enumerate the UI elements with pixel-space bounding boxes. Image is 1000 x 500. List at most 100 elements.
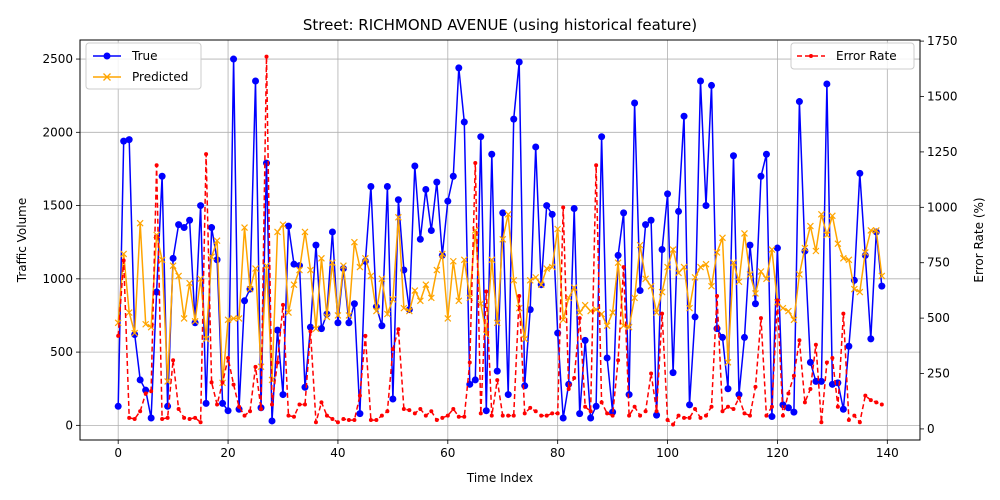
error-rate-point (704, 413, 709, 418)
predicted-point (460, 256, 468, 264)
true-point (208, 224, 216, 232)
true-point (449, 172, 457, 180)
legend-left: True Predicted (85, 42, 202, 90)
predicted-point (817, 210, 825, 218)
left-y-tick-label: 500 (50, 345, 73, 359)
predicted-point (757, 268, 765, 275)
x-axis-ticks: 0 20 40 60 80 100 120 140 (114, 440, 899, 460)
true-point (136, 376, 144, 384)
predicted-point (444, 314, 452, 322)
predicted-point (449, 257, 457, 265)
predicted-point (378, 275, 386, 283)
predicted-point (559, 316, 567, 324)
error-rate-point (154, 163, 159, 168)
error-rate-point (401, 406, 406, 411)
predicted-point (433, 266, 441, 274)
legend-predicted-label: Predicted (132, 70, 188, 84)
predicted-point (548, 263, 556, 271)
true-point (328, 228, 336, 236)
true-point (729, 152, 737, 160)
true-point (532, 143, 540, 151)
error-rate-point (127, 415, 132, 420)
error-rate-point (451, 406, 456, 411)
true-point (290, 260, 298, 268)
predicted-point (554, 225, 562, 233)
predicted-point (191, 317, 199, 325)
error-rate-point (846, 418, 851, 423)
true-point (142, 386, 150, 394)
true-point (680, 112, 688, 120)
error-rate-point (193, 415, 198, 420)
predicted-point (394, 213, 402, 221)
error-rate-point (511, 413, 516, 418)
error-rate-point (242, 413, 247, 418)
predicted-point (856, 288, 864, 296)
legend-true-marker (103, 52, 111, 60)
predicted-point (405, 307, 413, 315)
true-point (499, 209, 507, 217)
predicted-point (422, 281, 430, 289)
true-point (669, 369, 677, 377)
true-point (697, 77, 705, 85)
predicted-point (669, 246, 677, 253)
error-rate-point (291, 414, 296, 419)
error-rate-point (588, 409, 593, 414)
error-rate-point (533, 409, 538, 414)
true-point (828, 380, 836, 388)
predicted-point (812, 247, 820, 255)
true-point (444, 197, 452, 205)
true-point (740, 333, 748, 341)
error-rate-point (632, 404, 637, 409)
plot-frame (79, 39, 921, 441)
error-rate-point (835, 404, 840, 409)
predicted-point (279, 221, 287, 229)
predicted-point (312, 325, 320, 333)
error-rate-point (693, 406, 698, 411)
true-point (592, 402, 600, 410)
error-rate-point (758, 316, 763, 321)
error-rate-point (550, 411, 555, 416)
predicted-point (746, 271, 754, 278)
true-point (702, 202, 710, 210)
error-rate-point (676, 413, 681, 418)
predicted-point (845, 256, 853, 264)
error-rate-point (528, 405, 533, 410)
predicted-point (603, 322, 611, 330)
true-point (488, 150, 496, 158)
predicted-point (526, 276, 534, 284)
error-rate-point (561, 205, 566, 210)
true-point (751, 300, 759, 308)
error-rate-point (621, 265, 626, 270)
predicted-point (730, 259, 737, 267)
predicted-point (389, 295, 397, 303)
predicted-point (350, 238, 358, 246)
predicted-point (697, 263, 704, 271)
true-point (653, 411, 661, 419)
error-rate-point (769, 404, 774, 409)
predicted-point (400, 304, 408, 312)
predicted-point (307, 266, 314, 274)
error-rate-point (643, 409, 648, 414)
predicted-point (861, 249, 869, 256)
predicted-point (158, 256, 166, 264)
error-rate-point (412, 411, 417, 416)
error-rate-point (572, 375, 577, 380)
predicted-point (790, 316, 798, 324)
predicted-point (120, 250, 128, 258)
predicted-point (839, 254, 847, 262)
true-point (581, 336, 589, 344)
predicted-point (340, 262, 347, 270)
error-rate-point (467, 360, 472, 365)
predicted-series-line (117, 214, 883, 383)
error-rate-point (698, 415, 703, 420)
true-point (675, 207, 683, 215)
predicted-point (175, 272, 183, 280)
predicted-point (768, 246, 776, 253)
error-rate-point (753, 384, 758, 389)
predicted-point (850, 285, 858, 293)
error-rate-point (132, 416, 137, 421)
error-rate-point (824, 360, 829, 365)
error-rate-point (308, 329, 313, 334)
predicted-point (779, 304, 787, 312)
x-tick-label: 140 (876, 446, 899, 460)
